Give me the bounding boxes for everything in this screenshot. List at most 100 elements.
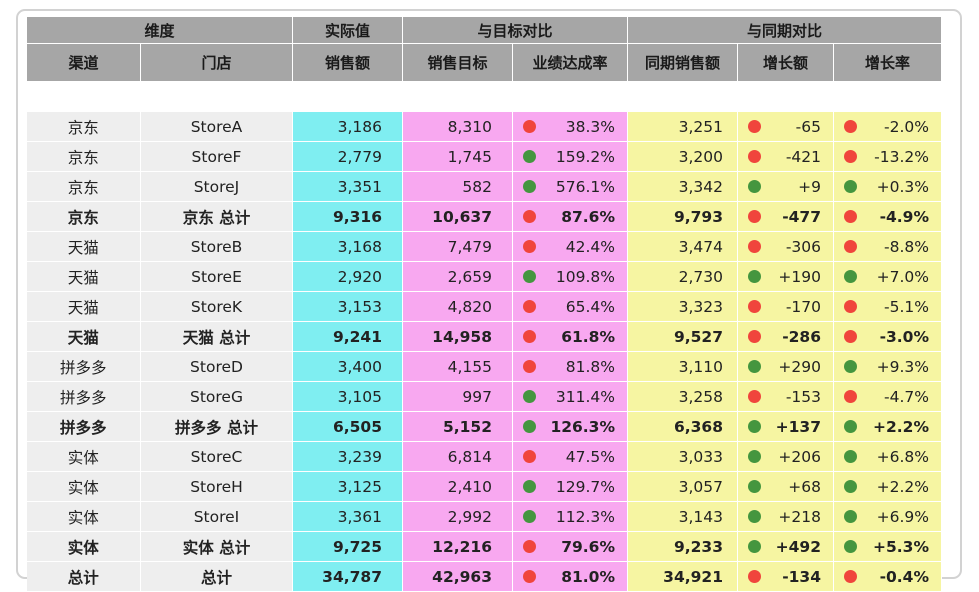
status-dot-icon [523, 360, 536, 373]
growth-rate-cell: +7.0% [833, 261, 942, 292]
table-row[interactable]: 京东 StoreJ 3,351 582 576.1% 3,342 +9 +0.3% [26, 171, 942, 202]
status-dot-icon [844, 330, 857, 343]
table-row[interactable]: 实体 StoreH 3,125 2,410 129.7% 3,057 +68 +2.2% [26, 471, 942, 502]
achievement-rate-cell-value: 576.1% [555, 177, 615, 196]
sales-cell: 3,153 [292, 291, 403, 322]
channel-cell: 京东 [26, 171, 141, 202]
growth-rate-cell: -3.0% [833, 321, 942, 352]
status-dot-icon [523, 390, 536, 403]
growth-rate-cell-value: +7.0% [876, 267, 929, 286]
target-cell: 42,963 [402, 561, 513, 592]
store-cell: StoreF [140, 141, 293, 172]
column-header-growth[interactable]: 增长额 [737, 43, 834, 82]
column-header-store[interactable]: 门店 [140, 43, 293, 82]
subtotal-row[interactable]: 拼多多 拼多多 总计 6,505 5,152 126.3% 6,368 +137 +2.2% [26, 411, 942, 442]
status-dot-icon [523, 570, 536, 583]
channel-cell: 拼多多 [26, 381, 141, 412]
growth-rate-cell-value: -13.2% [874, 147, 929, 166]
growth-cell: +290 [737, 351, 834, 382]
status-dot-icon [748, 330, 761, 343]
table-row[interactable]: 天猫 StoreK 3,153 4,820 65.4% 3,323 -170 -5.1% [26, 291, 942, 322]
status-dot-icon [523, 210, 536, 223]
prior-sales-cell: 2,730 [627, 261, 738, 292]
growth-rate-cell-value: -5.1% [884, 297, 929, 316]
store-cell: StoreH [140, 471, 293, 502]
growth-rate-cell: -2.0% [833, 111, 942, 142]
table-row[interactable]: 京东 StoreF 2,779 1,745 159.2% 3,200 -421 -13.2% [26, 141, 942, 172]
table-row[interactable]: 实体 StoreC 3,239 6,814 47.5% 3,033 +206 +6.8% [26, 441, 942, 472]
status-dot-icon [748, 390, 761, 403]
subtotal-row[interactable]: 实体 实体 总计 9,725 12,216 79.6% 9,233 +492 +5.3% [26, 531, 942, 562]
table-row[interactable]: 拼多多 StoreD 3,400 4,155 81.8% 3,110 +290 +9.3% [26, 351, 942, 382]
sales-cell: 3,125 [292, 471, 403, 502]
achievement-rate-cell-value: 109.8% [555, 267, 615, 286]
growth-rate-cell: +2.2% [833, 471, 942, 502]
group-dimension-header: 维度 [26, 16, 293, 44]
column-header-achievement-rate[interactable]: 业绩达成率 [512, 43, 628, 82]
growth-rate-cell-value: -2.0% [884, 117, 929, 136]
status-dot-icon [748, 510, 761, 523]
grand-total-row[interactable]: 总计 总计 34,787 42,963 81.0% 34,921 -134 -0.4% [26, 561, 942, 592]
status-dot-icon [748, 180, 761, 193]
sales-cell: 34,787 [292, 561, 403, 592]
achievement-rate-cell: 81.8% [512, 351, 628, 382]
table-row[interactable]: 实体 StoreI 3,361 2,992 112.3% 3,143 +218 +6.9% [26, 501, 942, 532]
target-cell: 2,410 [402, 471, 513, 502]
table-row[interactable]: 天猫 StoreB 3,168 7,479 42.4% 3,474 -306 -8.8% [26, 231, 942, 262]
achievement-rate-cell: 126.3% [512, 411, 628, 442]
growth-cell: -477 [737, 201, 834, 232]
growth-cell-value: +137 [775, 417, 821, 436]
status-dot-icon [844, 150, 857, 163]
growth-rate-cell: +5.3% [833, 531, 942, 562]
growth-rate-cell-value: -4.9% [879, 207, 929, 226]
status-dot-icon [844, 120, 857, 133]
status-dot-icon [523, 330, 536, 343]
table-row[interactable]: 京东 StoreA 3,186 8,310 38.3% 3,251 -65 -2.0% [26, 111, 942, 142]
status-dot-icon [844, 480, 857, 493]
achievement-rate-cell-value: 42.4% [565, 237, 615, 256]
growth-rate-cell-value: +5.3% [873, 537, 929, 556]
growth-rate-cell: -4.7% [833, 381, 942, 412]
store-cell: StoreD [140, 351, 293, 382]
table-body: 京东 StoreA 3,186 8,310 38.3% 3,251 -65 -2.0% 京东 St… [26, 81, 942, 592]
status-dot-icon [748, 150, 761, 163]
column-header-growth-rate[interactable]: 增长率 [833, 43, 942, 82]
store-cell: StoreJ [140, 171, 293, 202]
growth-cell: -170 [737, 291, 834, 322]
channel-cell: 实体 [26, 471, 141, 502]
achievement-rate-cell: 61.8% [512, 321, 628, 352]
achievement-rate-cell: 79.6% [512, 531, 628, 562]
subtotal-row[interactable]: 天猫 天猫 总计 9,241 14,958 61.8% 9,527 -286 -3.0% [26, 321, 942, 352]
store-cell: 实体 总计 [140, 531, 293, 562]
store-cell: StoreB [140, 231, 293, 262]
prior-sales-cell: 3,200 [627, 141, 738, 172]
growth-rate-cell: -0.4% [833, 561, 942, 592]
growth-rate-cell-value: +6.8% [876, 447, 929, 466]
sales-cell: 3,400 [292, 351, 403, 382]
channel-cell: 拼多多 [26, 411, 141, 442]
store-cell: StoreK [140, 291, 293, 322]
status-dot-icon [748, 480, 761, 493]
achievement-rate-cell-value: 129.7% [555, 477, 615, 496]
table-row[interactable]: 拼多多 StoreG 3,105 997 311.4% 3,258 -153 -4.7% [26, 381, 942, 412]
channel-cell: 京东 [26, 201, 141, 232]
group-target-header: 与目标对比 [402, 16, 628, 44]
growth-cell: +190 [737, 261, 834, 292]
status-dot-icon [844, 360, 857, 373]
growth-cell: +218 [737, 501, 834, 532]
column-header-prior-sales[interactable]: 同期销售额 [627, 43, 738, 82]
achievement-rate-cell-value: 79.6% [561, 537, 615, 556]
column-header-channel[interactable]: 渠道 [26, 43, 141, 82]
sales-cell: 2,779 [292, 141, 403, 172]
status-dot-icon [523, 480, 536, 493]
prior-sales-cell: 3,251 [627, 111, 738, 142]
prior-sales-cell: 3,143 [627, 501, 738, 532]
store-cell: StoreI [140, 501, 293, 532]
achievement-rate-cell: 112.3% [512, 501, 628, 532]
subtotal-row[interactable]: 京东 京东 总计 9,316 10,637 87.6% 9,793 -477 -4.9% [26, 201, 942, 232]
column-header-target[interactable]: 销售目标 [402, 43, 513, 82]
column-header-sales[interactable]: 销售额 [292, 43, 403, 82]
table-row[interactable]: 天猫 StoreE 2,920 2,659 109.8% 2,730 +190 +7.0% [26, 261, 942, 292]
target-cell: 4,820 [402, 291, 513, 322]
sales-cell: 3,361 [292, 501, 403, 532]
